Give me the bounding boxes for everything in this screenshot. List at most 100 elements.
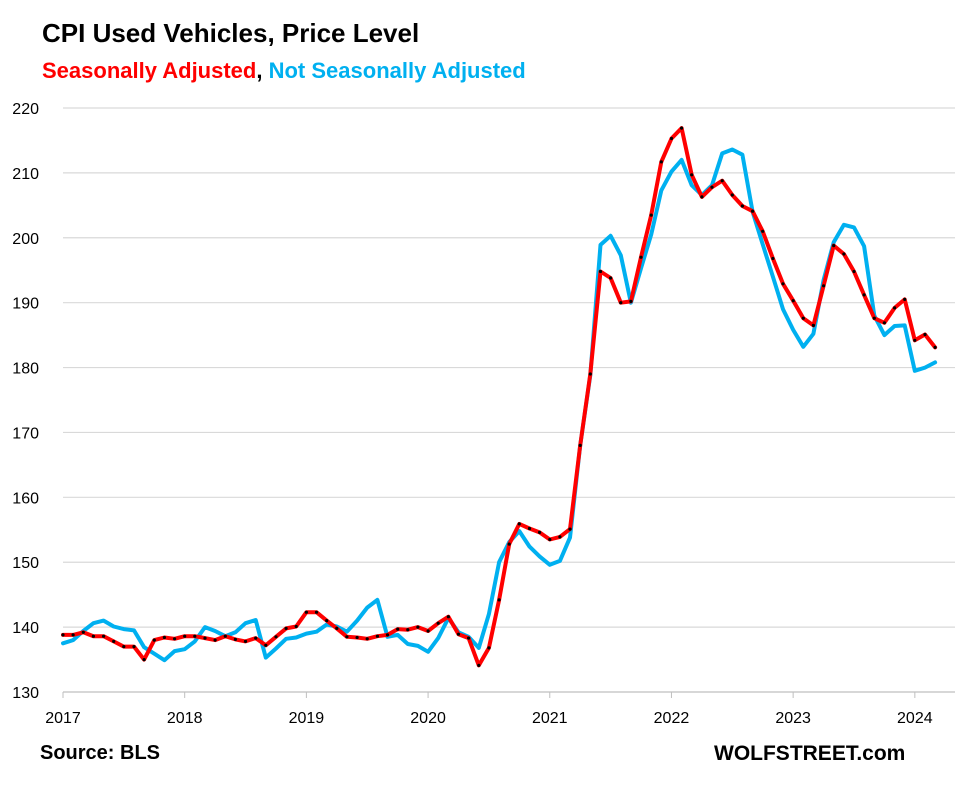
data-point-seasonally-adjusted-58 <box>649 213 653 217</box>
data-point-seasonally-adjusted-52 <box>588 372 592 376</box>
y-tick-label-170: 170 <box>12 425 39 442</box>
chart-subtitle: Seasonally Adjusted, Not Seasonally Adju… <box>42 58 526 84</box>
data-point-seasonally-adjusted-17 <box>233 637 237 642</box>
y-tick-label-190: 190 <box>12 296 39 313</box>
data-point-seasonally-adjusted-26 <box>325 619 329 623</box>
data-point-seasonally-adjusted-53 <box>598 269 603 274</box>
data-point-seasonally-adjusted-47 <box>538 530 542 535</box>
data-point-seasonally-adjusted-9 <box>152 638 156 642</box>
axes: 130 140 150 160 170 180 190 200 210 220 2017 2018 20… <box>12 101 932 727</box>
data-point-seasonally-adjusted-65 <box>720 179 724 183</box>
data-point-seasonally-adjusted-0 <box>61 633 65 637</box>
data-point-seasonally-adjusted-73 <box>801 316 805 320</box>
data-point-seasonally-adjusted-13 <box>193 634 197 638</box>
x-tick-label-2022: 2022 <box>654 710 690 727</box>
data-point-seasonally-adjusted-7 <box>132 645 136 649</box>
data-point-seasonally-adjusted-6 <box>122 645 126 649</box>
data-point-seasonally-adjusted-63 <box>700 195 704 199</box>
data-point-seasonally-adjusted-85 <box>923 332 927 337</box>
gridlines <box>63 107 955 693</box>
x-tick-label-2019: 2019 <box>289 710 325 727</box>
x-tick-label-2018: 2018 <box>167 710 203 727</box>
data-point-seasonally-adjusted-57 <box>639 255 643 259</box>
data-point-seasonally-adjusted-28 <box>345 635 349 639</box>
data-point-seasonally-adjusted-39 <box>456 632 461 636</box>
y-tick-label-150: 150 <box>12 555 39 572</box>
data-point-seasonally-adjusted-16 <box>223 634 227 638</box>
source-label: Source: BLS <box>40 742 161 764</box>
x-tick-label-2020: 2020 <box>410 710 446 727</box>
data-point-seasonally-adjusted-82 <box>893 306 897 310</box>
data-point-seasonally-adjusted-67 <box>740 204 745 208</box>
data-point-seasonally-adjusted-27 <box>335 626 339 631</box>
data-point-seasonally-adjusted-32 <box>385 633 390 637</box>
data-point-seasonally-adjusted-41 <box>477 663 481 668</box>
data-point-seasonally-adjusted-55 <box>619 301 623 305</box>
data-point-seasonally-adjusted-4 <box>102 634 106 638</box>
data-point-seasonally-adjusted-34 <box>406 628 410 632</box>
chart-title: CPI Used Vehicles, Price Level <box>42 18 420 48</box>
data-point-seasonally-adjusted-22 <box>284 626 288 631</box>
data-point-seasonally-adjusted-44 <box>507 542 511 546</box>
series-line-seasonally-adjusted <box>61 126 938 668</box>
brand-label: WOLFSTREET.com <box>714 742 906 765</box>
data-point-seasonally-adjusted-2 <box>81 630 85 634</box>
data-point-seasonally-adjusted-83 <box>903 297 907 301</box>
data-point-seasonally-adjusted-64 <box>710 185 714 189</box>
data-point-seasonally-adjusted-23 <box>294 624 298 629</box>
data-point-seasonally-adjusted-21 <box>274 635 278 639</box>
data-point-seasonally-adjusted-40 <box>467 636 471 640</box>
data-point-seasonally-adjusted-45 <box>517 522 521 526</box>
data-point-seasonally-adjusted-15 <box>213 638 217 642</box>
data-point-seasonally-adjusted-31 <box>375 634 379 638</box>
data-point-seasonally-adjusted-18 <box>243 639 248 644</box>
data-point-seasonally-adjusted-51 <box>578 443 582 447</box>
data-point-seasonally-adjusted-68 <box>751 209 755 213</box>
data-point-seasonally-adjusted-75 <box>822 284 826 288</box>
subtitle-separator: , <box>256 58 269 83</box>
data-point-seasonally-adjusted-56 <box>629 299 633 303</box>
data-point-seasonally-adjusted-79 <box>862 293 866 297</box>
data-point-seasonally-adjusted-84 <box>913 338 917 342</box>
data-point-seasonally-adjusted-71 <box>781 282 785 286</box>
data-point-seasonally-adjusted-77 <box>842 252 846 256</box>
data-point-seasonally-adjusted-35 <box>416 625 420 629</box>
series-layer <box>61 126 938 668</box>
data-point-seasonally-adjusted-49 <box>558 535 562 539</box>
data-point-seasonally-adjusted-12 <box>183 634 187 638</box>
subtitle-seasonally-adjusted: Seasonally Adjusted <box>42 58 257 83</box>
data-point-seasonally-adjusted-80 <box>872 316 876 320</box>
data-point-seasonally-adjusted-76 <box>832 244 836 248</box>
data-point-seasonally-adjusted-61 <box>680 126 684 130</box>
y-tick-label-220: 220 <box>12 101 39 118</box>
data-point-seasonally-adjusted-10 <box>162 635 166 640</box>
y-tick-label-140: 140 <box>12 620 39 637</box>
data-point-seasonally-adjusted-72 <box>791 299 795 303</box>
data-point-seasonally-adjusted-33 <box>396 627 400 631</box>
data-point-seasonally-adjusted-62 <box>690 173 694 177</box>
y-tick-label-130: 130 <box>12 685 39 702</box>
data-point-seasonally-adjusted-38 <box>446 615 450 619</box>
data-point-seasonally-adjusted-59 <box>659 160 663 164</box>
data-point-seasonally-adjusted-60 <box>669 136 674 141</box>
data-point-seasonally-adjusted-5 <box>112 639 116 644</box>
data-point-seasonally-adjusted-70 <box>771 256 775 261</box>
y-tick-label-210: 210 <box>12 166 39 183</box>
data-point-seasonally-adjusted-50 <box>568 527 572 531</box>
data-point-seasonally-adjusted-74 <box>811 323 816 327</box>
data-point-seasonally-adjusted-43 <box>497 598 501 602</box>
series-line-not-seasonally-adjusted <box>61 147 938 663</box>
subtitle-not-seasonally-adjusted: Not Seasonally Adjusted <box>268 58 526 83</box>
data-point-seasonally-adjusted-69 <box>761 229 765 233</box>
data-point-seasonally-adjusted-8 <box>142 658 146 662</box>
data-point-seasonally-adjusted-24 <box>304 610 308 614</box>
data-point-seasonally-adjusted-30 <box>365 637 369 641</box>
data-point-seasonally-adjusted-54 <box>609 276 613 280</box>
data-point-seasonally-adjusted-46 <box>527 526 532 531</box>
x-tick-label-2021: 2021 <box>532 710 568 727</box>
data-point-seasonally-adjusted-3 <box>91 634 95 638</box>
y-tick-label-180: 180 <box>12 361 39 378</box>
data-point-seasonally-adjusted-36 <box>426 629 430 633</box>
data-point-seasonally-adjusted-42 <box>487 646 491 650</box>
